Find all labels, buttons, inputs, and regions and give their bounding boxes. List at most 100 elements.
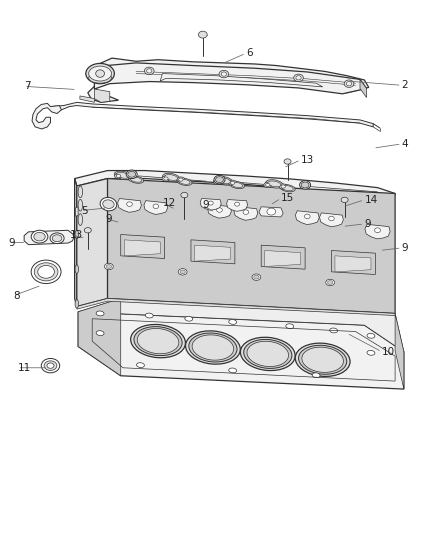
Ellipse shape [253,275,258,279]
Polygon shape [226,199,247,211]
Polygon shape [295,211,318,224]
Ellipse shape [215,176,232,185]
Polygon shape [233,206,257,220]
Polygon shape [75,207,78,216]
Polygon shape [78,312,403,389]
Ellipse shape [162,173,180,182]
Ellipse shape [47,363,54,368]
Ellipse shape [325,279,334,286]
Polygon shape [24,230,74,245]
Ellipse shape [180,192,187,198]
Polygon shape [364,224,389,239]
Text: 14: 14 [364,195,377,205]
Ellipse shape [96,330,104,336]
Ellipse shape [78,186,82,198]
Ellipse shape [78,199,82,211]
Text: 7: 7 [24,82,31,91]
Ellipse shape [178,269,187,275]
Ellipse shape [346,82,351,86]
Polygon shape [88,58,368,102]
Polygon shape [207,204,231,218]
Text: 2: 2 [401,80,407,90]
Ellipse shape [95,70,104,77]
Polygon shape [77,298,394,316]
Ellipse shape [153,204,158,208]
Ellipse shape [374,228,380,233]
Ellipse shape [75,300,78,308]
Ellipse shape [129,174,137,180]
Ellipse shape [75,230,78,239]
Ellipse shape [295,76,300,80]
Ellipse shape [300,182,308,188]
Ellipse shape [340,197,347,203]
Polygon shape [144,200,167,214]
Polygon shape [94,63,366,94]
Ellipse shape [281,185,293,191]
Ellipse shape [114,171,131,180]
Ellipse shape [177,178,191,185]
Polygon shape [394,313,403,389]
Polygon shape [50,102,372,127]
Ellipse shape [144,67,154,75]
Ellipse shape [343,80,353,87]
Text: 6: 6 [245,49,252,58]
Ellipse shape [96,311,104,316]
Ellipse shape [185,331,240,364]
Ellipse shape [215,176,223,182]
Ellipse shape [126,170,137,179]
Polygon shape [78,298,120,376]
Ellipse shape [228,368,236,373]
Ellipse shape [52,235,62,241]
Ellipse shape [137,328,178,354]
Ellipse shape [301,347,343,373]
Ellipse shape [328,216,333,221]
Ellipse shape [128,176,143,183]
Polygon shape [160,74,322,87]
Ellipse shape [298,345,346,374]
Polygon shape [94,89,110,102]
Polygon shape [74,171,394,201]
Ellipse shape [213,175,225,184]
Ellipse shape [127,172,135,177]
Ellipse shape [88,72,111,83]
Polygon shape [359,79,366,98]
Ellipse shape [329,328,337,333]
Text: 10: 10 [381,347,394,357]
Ellipse shape [217,178,230,183]
Ellipse shape [243,210,248,214]
Ellipse shape [88,66,111,81]
Polygon shape [258,207,283,217]
Ellipse shape [299,181,310,189]
Polygon shape [77,179,107,306]
Ellipse shape [127,202,132,206]
Ellipse shape [84,228,91,233]
Ellipse shape [208,201,213,205]
Text: 9: 9 [401,243,407,253]
Ellipse shape [162,176,170,181]
Polygon shape [117,198,141,212]
Ellipse shape [293,74,303,82]
Ellipse shape [280,185,285,188]
Ellipse shape [267,181,280,187]
Polygon shape [80,96,94,102]
Ellipse shape [131,325,185,358]
Text: 9: 9 [364,219,370,229]
Ellipse shape [78,214,82,225]
Text: 15: 15 [280,193,293,203]
Ellipse shape [75,265,78,273]
Ellipse shape [188,333,237,362]
Ellipse shape [234,202,239,206]
Text: 13: 13 [70,230,83,239]
Polygon shape [261,245,304,269]
Ellipse shape [146,69,152,73]
Ellipse shape [304,214,309,219]
Ellipse shape [41,358,60,373]
Ellipse shape [184,316,192,321]
Ellipse shape [116,174,120,177]
Polygon shape [78,298,403,352]
Ellipse shape [44,361,57,370]
Ellipse shape [31,260,61,284]
Ellipse shape [100,197,117,211]
Ellipse shape [247,341,288,367]
Ellipse shape [145,313,153,318]
